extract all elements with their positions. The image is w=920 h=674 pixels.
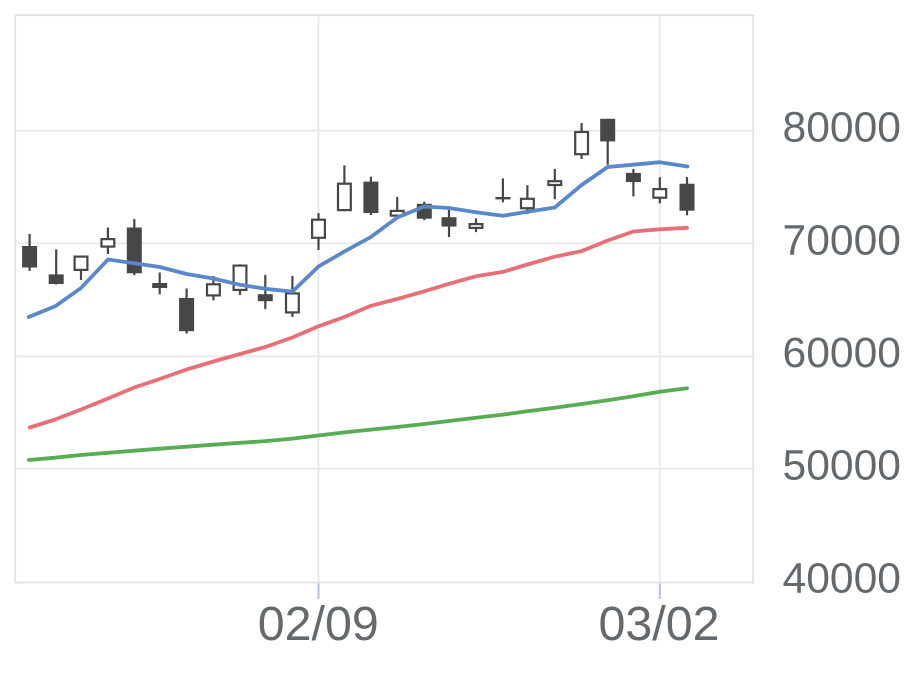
svg-text:40000: 40000: [783, 555, 901, 603]
svg-text:03/02: 03/02: [598, 597, 719, 651]
svg-text:02/09: 02/09: [258, 597, 379, 651]
svg-text:70000: 70000: [783, 216, 901, 264]
svg-text:60000: 60000: [783, 329, 901, 377]
svg-text:80000: 80000: [783, 104, 901, 152]
svg-text:50000: 50000: [783, 442, 901, 490]
